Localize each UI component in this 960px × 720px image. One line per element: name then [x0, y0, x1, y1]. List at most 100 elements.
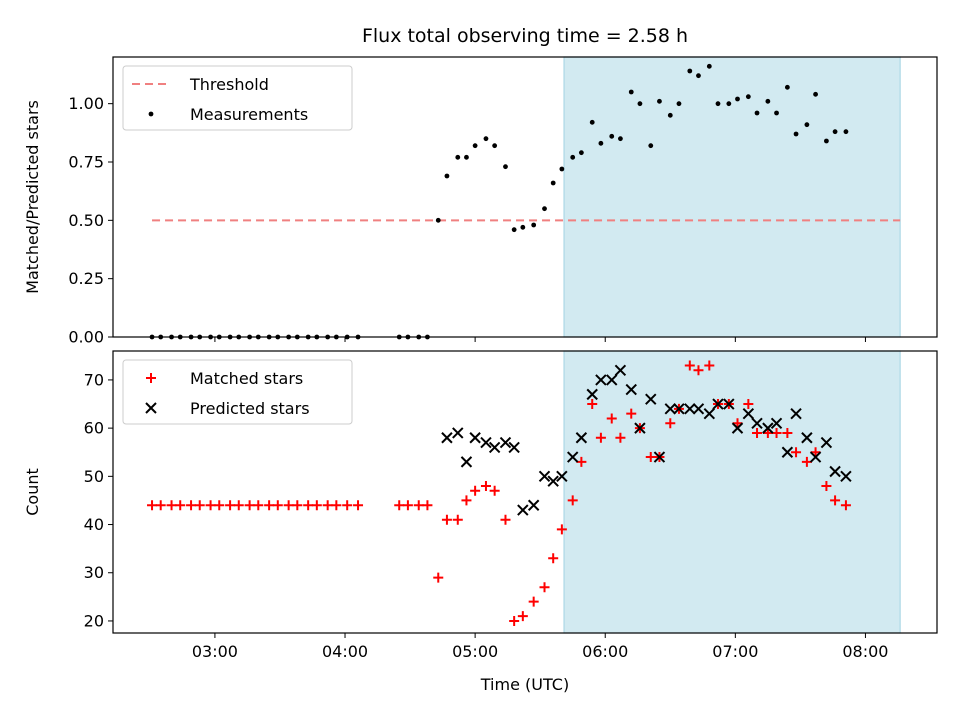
matched-stars-point [840, 500, 851, 511]
measurement-point [667, 112, 673, 118]
legend-box [122, 359, 353, 425]
y-tick-label: 30 [84, 563, 104, 582]
matched-stars-point [693, 365, 704, 376]
matched-stars-point [194, 500, 205, 511]
matched-stars-point [233, 500, 244, 511]
top-panel-shaded-region [563, 56, 901, 338]
y-tick-label: 0.75 [68, 153, 104, 172]
measurement-point [618, 136, 623, 142]
matched-stars-point [394, 500, 405, 511]
legend-label: Measurements [190, 105, 308, 124]
predicted-stars-point [731, 422, 744, 434]
predicted-stars-point [742, 407, 755, 420]
x-tick-label: 04:00 [322, 642, 368, 661]
measurement-point [464, 154, 469, 160]
bottom-panel-y-ticks: 20 30 40 50 60 70 [84, 370, 113, 630]
measurement-point [687, 68, 693, 74]
predicted-stars-point [527, 499, 540, 511]
matched-stars-point [353, 500, 364, 511]
matched-stars-point [743, 399, 754, 410]
measurement-point [637, 101, 643, 107]
x-tick-label: 03:00 [192, 642, 238, 661]
legend-matched-swatch [146, 373, 156, 383]
x-axis-label: Time (UTC) [480, 675, 569, 694]
matched-stars-point [244, 500, 255, 511]
measurement-point [706, 63, 712, 69]
measurement-point [774, 110, 779, 116]
predicted-stars-point [684, 403, 696, 415]
measurement-point [696, 73, 701, 79]
matched-stars-point [283, 500, 294, 511]
matched-stars-point [576, 456, 587, 467]
matched-stars-point [402, 500, 413, 511]
legend-box [122, 65, 353, 131]
predicted-stars-point [460, 456, 473, 468]
predicted-stars-point [829, 465, 841, 478]
matched-stars-point [433, 572, 444, 583]
predicted-stars-point [840, 470, 852, 483]
matched-stars-point [264, 500, 275, 511]
matched-stars-point [810, 447, 821, 458]
predicted-stars-point [499, 436, 512, 449]
top-panel-legend: Threshold Measurements [122, 65, 353, 131]
predicted-stars-point [595, 374, 607, 386]
matched-stars-point [762, 427, 773, 438]
measurement-point [609, 133, 615, 139]
y-tick-label: 1.00 [68, 94, 104, 113]
measurement-point [765, 98, 771, 104]
matched-stars-point [175, 500, 186, 511]
measurement-point [444, 173, 450, 179]
predicted-stars-point [538, 470, 551, 483]
predicted-stars-point [488, 441, 501, 454]
legend-measurements-swatch [148, 111, 154, 117]
measurement-point [804, 122, 810, 128]
matched-stars-point [303, 500, 314, 511]
bottom-panel-frame [112, 350, 938, 634]
measurement-point [550, 180, 556, 186]
predicted-stars-point [547, 475, 559, 487]
predicted-stars-point [452, 427, 464, 439]
predicted-stars-point [645, 393, 657, 405]
matched-stars-point [732, 418, 743, 429]
matched-stars-point [752, 427, 763, 438]
matched-stars-point [489, 485, 500, 496]
matched-stars-point [704, 360, 715, 371]
bottom-panel-legend: Matched stars Predicted stars [122, 359, 353, 425]
matched-stars-point [665, 418, 676, 429]
matched-stars-point [166, 500, 177, 511]
measurement-point [435, 217, 441, 223]
matched-stars-point [821, 480, 832, 491]
matched-stars-point [186, 500, 197, 511]
predicted-stars-point [606, 374, 618, 386]
y-tick-label: 0.00 [68, 328, 104, 347]
matched-stars-point [147, 500, 158, 511]
measurement-point [455, 154, 461, 160]
legend-predicted-swatch [145, 402, 157, 414]
measurement-point [715, 101, 721, 107]
matched-stars-point [225, 500, 236, 511]
matched-stars-point [771, 427, 782, 438]
matched-stars-point [422, 500, 433, 511]
bottom-panel-shaded-region [563, 350, 901, 634]
predicted-stars-point [723, 398, 735, 410]
measurement-point [589, 119, 595, 125]
matched-stars-point [311, 500, 322, 511]
bottom-panel-y-axis-label: Count [23, 468, 42, 516]
matched-stars-point [413, 500, 424, 511]
measurement-point [843, 129, 849, 135]
matched-stars-point [606, 413, 617, 424]
measurement-point [531, 222, 537, 228]
predicted-stars-point [614, 364, 627, 376]
measurement-point [735, 96, 740, 102]
predicted-stars-point [673, 403, 685, 415]
matched-stars-point [782, 427, 793, 438]
measurement-point [628, 89, 634, 95]
matched-stars-point [331, 500, 342, 511]
y-tick-label: 50 [84, 467, 104, 486]
measurement-point [511, 227, 517, 233]
predicted-stars-point [751, 417, 763, 430]
predicted-stars-point [703, 407, 716, 420]
measurement-point [570, 154, 576, 160]
x-tick-label: 06:00 [582, 642, 628, 661]
